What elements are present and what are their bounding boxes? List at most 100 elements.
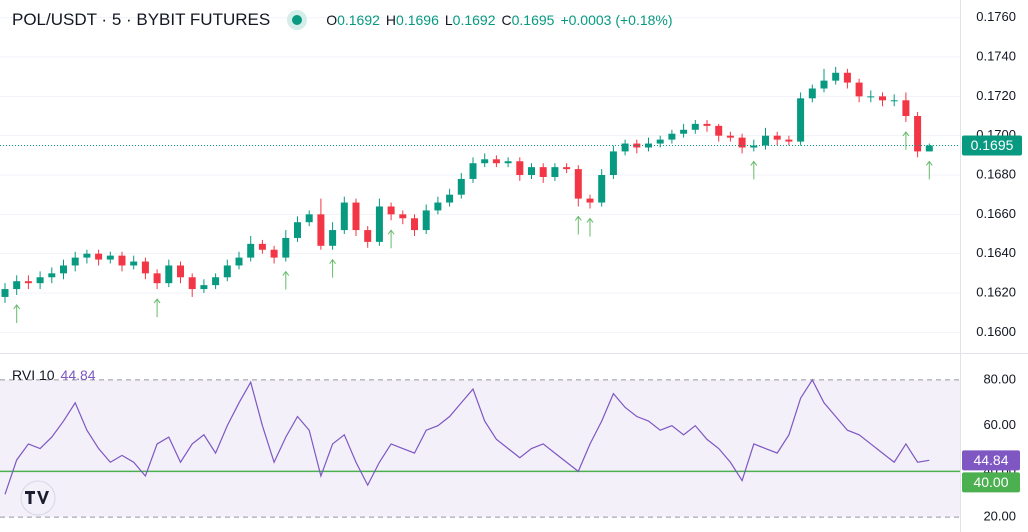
buy-signal [329, 258, 336, 278]
buy-signal [387, 229, 395, 249]
candle-body [469, 163, 477, 179]
y-tick-label: 0.1640 [976, 245, 1016, 260]
candle-body [832, 72, 840, 81]
y-tick-label: 0.1760 [976, 9, 1016, 24]
candle-body [223, 265, 231, 278]
candle-body [551, 167, 559, 177]
legend-header: POL/USDT · 5 · BYBIT FUTURES O 0.1692 H 0.… [12, 10, 673, 30]
candle-body [200, 285, 208, 290]
candle-body [855, 82, 863, 97]
candle-body [902, 100, 910, 117]
candle-body [762, 135, 769, 146]
last-price-tag [962, 135, 1022, 156]
candle-body [492, 159, 500, 164]
candle-body [925, 145, 933, 152]
level-tag [962, 472, 1020, 493]
candle-body [36, 277, 44, 284]
indicator-tag [962, 450, 1020, 471]
candle-body [83, 253, 91, 258]
candle-body [773, 135, 781, 140]
candle-body [305, 214, 313, 223]
candle-body [165, 265, 173, 284]
candle-body [1, 289, 9, 297]
candle-body [750, 145, 758, 148]
candle-body [235, 257, 243, 266]
candle-body [71, 257, 79, 266]
ohlc-key: O [326, 12, 338, 28]
candle-body [60, 265, 67, 274]
indicator-tag-label: 44.84 [973, 452, 1008, 468]
candle-body [516, 161, 524, 176]
candle-body [879, 96, 886, 101]
candle-body [399, 214, 407, 219]
buy-signal [902, 131, 910, 150]
candle-body [609, 151, 617, 176]
candle-body [153, 273, 161, 284]
candle-body [375, 206, 383, 242]
indicator-line [4, 378, 930, 495]
market-status [292, 15, 303, 25]
y-tick-label: 0.1620 [976, 284, 1016, 299]
candle-body [656, 139, 664, 144]
indicator-title: RVI 10 [12, 367, 55, 383]
y-tick-label: 20.00 [983, 509, 1016, 524]
y-tick-label: 0.1680 [976, 166, 1016, 181]
candle-body [621, 143, 629, 152]
y-tick-label: 0.1660 [976, 206, 1016, 221]
candle-body [797, 98, 805, 142]
candle-body [914, 116, 922, 152]
symbol-title: POL/USDT · 5 · BYBIT FUTURES [12, 10, 271, 29]
candle-body [820, 80, 828, 89]
candle-body [586, 198, 594, 203]
buy-signal [586, 217, 594, 237]
candle-body [118, 255, 126, 266]
y-tick-label: 0.1600 [976, 324, 1016, 339]
candle-body [890, 100, 898, 102]
candle-body [364, 230, 372, 242]
change-value: +0.0003 (+0.18%) [560, 12, 673, 28]
buy-signal [925, 160, 933, 180]
candle-body [481, 159, 489, 164]
candle-body [528, 167, 535, 176]
candle-body [504, 161, 512, 164]
candle-body [212, 277, 220, 286]
indicator-value: 44.84 [60, 367, 96, 383]
candle-body [282, 237, 290, 258]
last-price-label: 0.1695 [971, 137, 1014, 153]
candle-body [446, 194, 454, 203]
candle-body [808, 88, 816, 99]
candle-body [411, 218, 418, 231]
candle-body [738, 137, 746, 148]
candle-body [270, 249, 278, 258]
candle-body [457, 178, 465, 195]
buy-signal [282, 270, 290, 290]
candle-body [130, 261, 138, 266]
indicator-legend: RVI 10 44.84 [12, 367, 96, 383]
candle-body [247, 243, 255, 258]
candle-body [680, 129, 688, 134]
buy-signal [13, 304, 21, 323]
y-tick-label: 60.00 [983, 417, 1016, 432]
candle-body [715, 125, 723, 136]
tv-logo [20, 480, 56, 516]
buy-signal [153, 298, 161, 318]
candle-body [48, 273, 56, 278]
buy-signal [574, 215, 582, 235]
candle-body [141, 261, 149, 274]
y-tick-label: 80.00 [983, 371, 1016, 386]
candle-body [539, 167, 547, 177]
ohlc-value: 0.1695 [511, 12, 555, 28]
candle-body [24, 281, 32, 284]
candle-body [703, 123, 711, 126]
band-fill [0, 379, 960, 518]
candle-body [867, 96, 875, 98]
candle-body [329, 230, 337, 246]
candle-body [726, 135, 734, 138]
candle-body [563, 167, 571, 170]
candle-body [843, 72, 851, 83]
candle-body [422, 210, 430, 231]
candle-body [598, 175, 606, 203]
y-tick-label: 0.1740 [976, 48, 1016, 63]
